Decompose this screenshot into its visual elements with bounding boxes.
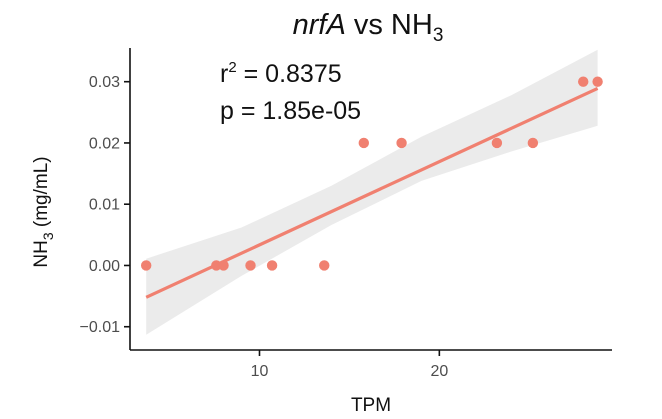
y-axis-label-rest: (mg/mL) <box>31 156 52 232</box>
y-tick-label: −0.01 <box>80 319 121 336</box>
y-tick-label: 0.03 <box>89 74 120 91</box>
chart-title-target: NH <box>391 9 433 41</box>
data-point-3 <box>218 260 229 271</box>
y-tick-label: 0.01 <box>89 197 120 214</box>
chart-title-joiner: vs <box>346 9 391 41</box>
x-axis-label: TPM <box>351 395 391 416</box>
chart-title: nrfA vs NH3 <box>293 9 444 46</box>
data-point-9 <box>491 137 503 149</box>
x-tick-label: 10 <box>251 363 269 380</box>
r-squared-value: = 0.8375 <box>237 60 342 88</box>
data-point-8 <box>396 137 407 149</box>
y-axis-ticks: −0.01 0.00 0.01 0.02 0.03 <box>80 74 130 336</box>
data-point-5 <box>266 260 278 271</box>
r-squared-superscript: 2 <box>228 59 236 76</box>
x-axis-ticks: 10 20 <box>251 350 448 380</box>
data-point-12 <box>592 76 603 87</box>
data-point-6 <box>319 260 330 271</box>
data-point-11 <box>578 76 589 87</box>
y-axis-label: NH3 (mg/mL) <box>31 156 56 267</box>
chart-title-gene: nrfA <box>293 9 346 41</box>
data-point-10 <box>527 137 539 149</box>
y-axis-label-subscript: 3 <box>40 232 56 240</box>
y-tick-label: 0.00 <box>89 258 120 275</box>
x-tick-label: 20 <box>430 363 448 380</box>
data-point-1 <box>140 260 152 271</box>
y-tick-label: 0.02 <box>89 135 120 152</box>
data-points-layer <box>140 76 603 271</box>
r-squared-prefix: r <box>220 60 228 88</box>
data-point-2 <box>211 260 222 271</box>
data-point-7 <box>358 137 370 149</box>
y-axis-label-main: NH <box>31 240 52 267</box>
data-point-4 <box>245 260 256 271</box>
chart-title-subscript: 3 <box>433 25 444 46</box>
r-squared-annotation: r2 = 0.8375 <box>220 59 342 88</box>
p-value-annotation: p = 1.85e-05 <box>220 97 361 125</box>
